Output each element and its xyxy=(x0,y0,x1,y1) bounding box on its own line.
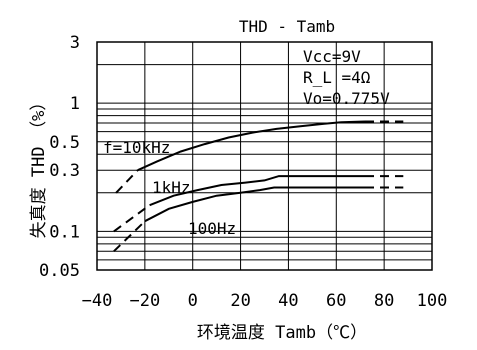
y-tick-label: 3 xyxy=(70,33,80,53)
y-tick-label: 1 xyxy=(70,94,80,114)
series-100hz-line xyxy=(144,186,365,223)
y-tick-label: 0.3 xyxy=(49,161,80,181)
x-tick-label: 20 xyxy=(230,291,250,311)
x-tick-label: 40 xyxy=(278,291,298,311)
x-tick-label: 0 xyxy=(188,291,198,311)
chart-title: THD - Tamb xyxy=(239,17,335,36)
condition-vo: Vo=0.775V xyxy=(303,89,390,108)
series-1khz-dashed-start xyxy=(113,204,151,233)
condition-vcc: Vcc=9V xyxy=(303,47,361,66)
plot-frame xyxy=(96,41,433,271)
y-tick-label: 0.05 xyxy=(39,261,80,281)
series-f-10khz-line xyxy=(137,120,366,172)
y-axis-label: 失真度 THD （%） xyxy=(29,94,49,239)
series-1khz-line xyxy=(149,175,365,207)
x-axis-label: 环境温度 Tamb（℃） xyxy=(197,323,367,343)
series-100hz-dashed-start xyxy=(113,220,146,253)
x-tick-label: 80 xyxy=(374,291,394,311)
y-tick-label: 0.5 xyxy=(49,133,80,153)
x-tick-label: −20 xyxy=(129,291,160,311)
x-tick-label: 100 xyxy=(417,291,448,311)
x-tick-label: 60 xyxy=(326,291,346,311)
series-label-1khz: 1kHz xyxy=(152,178,191,197)
series-label-10khz: f=10kHz xyxy=(103,138,170,157)
y-tick-label: 0.1 xyxy=(49,222,80,242)
series-f-10khz-dashed-start xyxy=(115,169,139,194)
tick-labels: −40 −20 0 20 40 60 80 100 0.05 0.1 0.3 0.5 1 3 xyxy=(39,33,447,311)
x-tick-label: −40 xyxy=(82,291,113,311)
series-label-100hz: 100Hz xyxy=(188,219,236,238)
data-curves xyxy=(113,120,404,253)
condition-rl: R_L =4Ω xyxy=(303,68,371,87)
